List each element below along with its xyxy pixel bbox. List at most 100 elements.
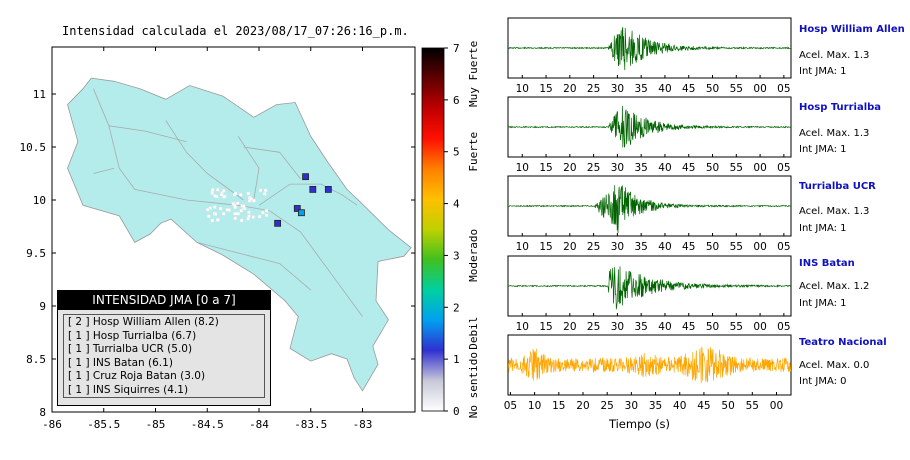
trace-tick-label: 45 — [682, 83, 695, 95]
city-marker — [258, 188, 263, 193]
road-line — [243, 146, 301, 180]
station-accel: Acel. Max. 1.2 — [799, 281, 870, 292]
seismogram-line — [507, 105, 792, 148]
trace-tick-label: 50 — [706, 83, 719, 95]
road-line — [258, 183, 358, 206]
city-marker — [233, 205, 237, 209]
trace-x-axis-label: Tiempo (s) — [608, 417, 670, 431]
trace-tick-label: 30 — [611, 83, 624, 95]
city-marker — [261, 211, 265, 215]
trace-tick-label: 30 — [611, 162, 624, 174]
trace-tick-label: 35 — [634, 241, 647, 253]
station-name: Turrialba UCR — [799, 181, 876, 192]
trace-tick-label: 35 — [634, 83, 647, 95]
trace-tick-label: 55 — [730, 241, 743, 253]
legend-row: [ 1 ] INS Siquirres (4.1) — [68, 383, 189, 396]
trace-tick-label: 25 — [600, 400, 613, 412]
trace-tick-label: 25 — [587, 321, 600, 333]
city-marker — [247, 214, 251, 218]
station-intensity-marker — [293, 205, 301, 212]
trace-tick-label: 55 — [746, 400, 759, 412]
trace-tick-label: 40 — [658, 241, 671, 253]
map-y-tick-label: 11 — [33, 88, 46, 101]
trace-tick-label: 55 — [730, 321, 743, 333]
trace-tick-label: 10 — [516, 83, 529, 95]
trace-tick-label: 30 — [625, 400, 638, 412]
city-marker — [242, 204, 246, 208]
trace-tick-label: 40 — [673, 400, 686, 412]
road-line — [108, 125, 187, 143]
city-marker — [210, 218, 214, 223]
costa-rica-land — [67, 77, 412, 392]
city-marker — [219, 193, 224, 197]
trace-tick-label: 35 — [649, 400, 662, 412]
trace-tick-label: 35 — [634, 321, 647, 333]
legend-title: INTENSIDAD JMA [0 a 7] — [58, 291, 270, 310]
trace-tick-label: 45 — [697, 400, 710, 412]
trace-panel: 10 15 20 25 30 35 40 45 50 55 00 05 — [507, 17, 792, 95]
colorbar-category-label: Debil — [467, 317, 480, 350]
map-y-tick-label: 8.5 — [26, 353, 46, 366]
city-marker — [221, 212, 226, 216]
trace-tick-label: 35 — [634, 162, 647, 174]
trace-panel: 05 10 15 20 25 30 35 40 45 50 55 00 — [504, 334, 792, 412]
station-intensity-marker — [302, 173, 309, 181]
colorbar-category-label: Fuerte — [467, 132, 480, 172]
trace-tick-label: 05 — [777, 83, 790, 95]
colorbar-tick-label: 0 — [453, 405, 460, 418]
trace-tick-label: 10 — [516, 241, 529, 253]
trace-tick-label: 45 — [682, 162, 695, 174]
colorbar-tick-label: 5 — [453, 146, 460, 159]
trace-tick-label: 30 — [611, 241, 624, 253]
city-marker — [233, 216, 237, 220]
station-intensity-marker — [298, 209, 305, 217]
map-frame — [51, 46, 416, 413]
station-accel: Acel. Max. 1.3 — [799, 206, 870, 217]
city-marker — [222, 195, 226, 199]
trace-tick-label: 10 — [516, 162, 529, 174]
colorbar-tick-label: 1 — [453, 353, 460, 366]
city-marker — [207, 214, 211, 218]
trace-tick-label: 50 — [706, 321, 719, 333]
city-marker — [208, 206, 212, 210]
legend-row: [ 1 ] INS Batan (6.1) — [68, 356, 173, 369]
city-marker — [236, 201, 240, 206]
map-y-tick-label: 10 — [33, 194, 46, 207]
trace-tick-label: 25 — [587, 162, 600, 174]
station-jma: Int JMA: 1 — [799, 66, 847, 77]
station-name: INS Batan — [799, 258, 855, 269]
colorbar-tick-label: 6 — [453, 94, 460, 107]
station-jma: Int JMA: 1 — [799, 298, 847, 309]
colorbar-category-label: No sentido — [467, 352, 480, 418]
road-line — [93, 88, 363, 317]
station-accel: Acel. Max. 0.0 — [799, 360, 870, 371]
colorbar-tick-label: 7 — [453, 42, 460, 55]
city-marker — [211, 188, 215, 192]
trace-tick-label: 55 — [730, 162, 743, 174]
colorbar-tick-label: 2 — [453, 301, 460, 314]
seismogram-line — [507, 346, 792, 384]
station-accel: Acel. Max. 1.3 — [799, 50, 870, 61]
trace-panel: 10 15 20 25 30 35 40 45 50 55 00 05 — [507, 175, 792, 253]
city-marker — [213, 194, 217, 198]
colorbar-category-label: Muy Fuerte — [467, 41, 480, 107]
trace-tick-label: 25 — [587, 241, 600, 253]
map-title: Intensidad calculada el 2023/08/17_07:26… — [62, 24, 409, 38]
trace-tick-label: 15 — [539, 241, 552, 253]
legend-row: [ 1 ] Cruz Roja Batan (3.0) — [68, 370, 206, 382]
city-marker — [264, 213, 269, 217]
trace-tick-label: 15 — [539, 162, 552, 174]
city-marker — [233, 191, 238, 196]
trace-tick-label: 00 — [753, 83, 766, 95]
trace-tick-label: 20 — [563, 321, 576, 333]
trace-tick-label: 20 — [563, 83, 576, 95]
station-name: Hosp Turrialba — [799, 102, 882, 113]
road-line — [93, 167, 115, 174]
trace-tick-label: 15 — [539, 321, 552, 333]
trace-tick-label: 10 — [516, 321, 529, 333]
city-marker — [213, 205, 217, 209]
trace-tick-label: 05 — [777, 241, 790, 253]
city-marker — [263, 188, 268, 193]
station-intensity-marker — [324, 185, 332, 193]
